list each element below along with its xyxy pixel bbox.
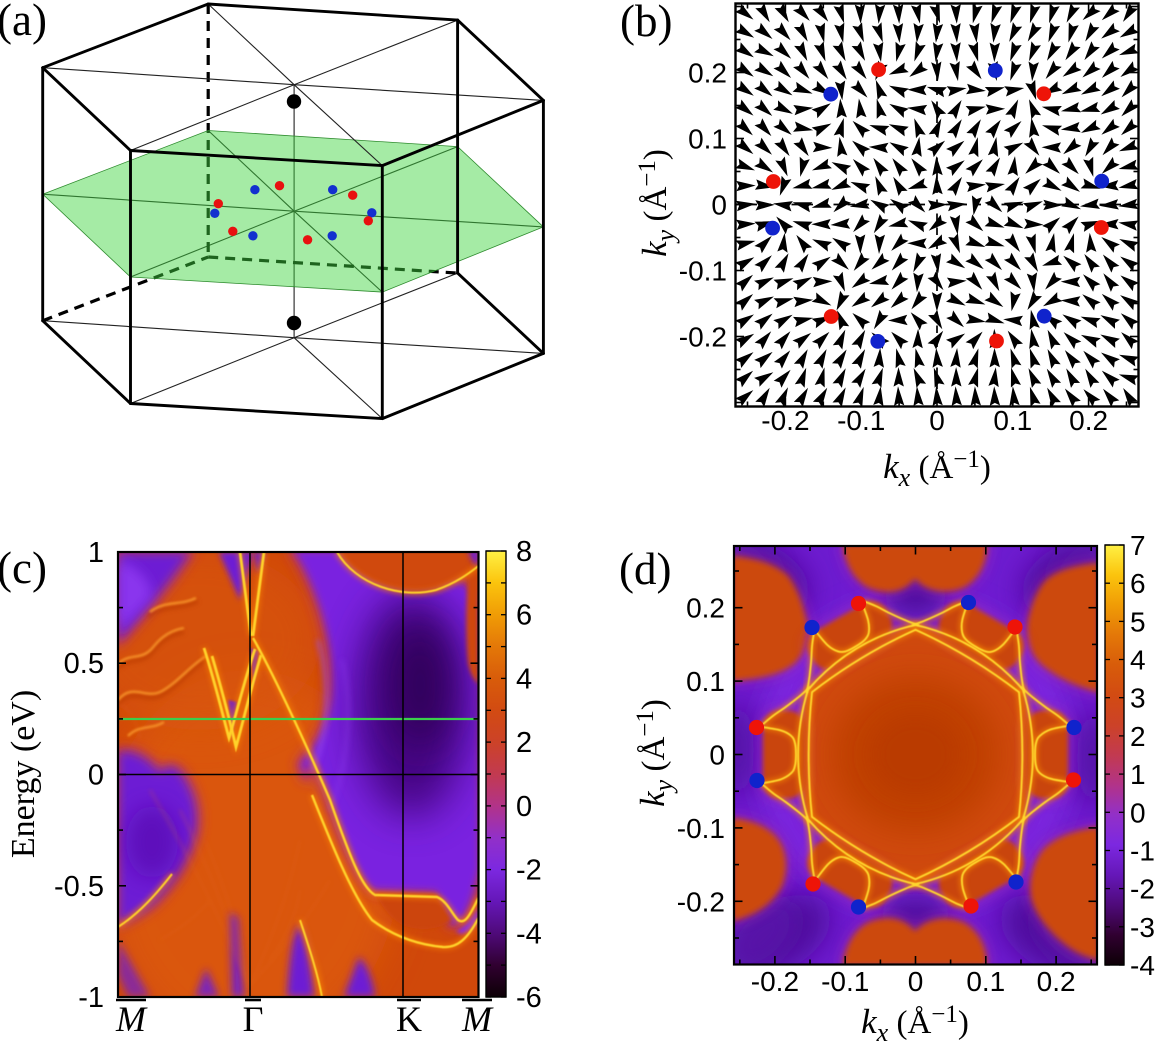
svg-text:-1: -1 xyxy=(78,982,104,1014)
svg-text:-0.2: -0.2 xyxy=(679,322,727,353)
svg-text:-3: -3 xyxy=(1130,912,1155,943)
svg-text:-4: -4 xyxy=(1130,950,1155,981)
svg-text:0.2: 0.2 xyxy=(1069,405,1108,436)
svg-text:-1: -1 xyxy=(1130,836,1155,867)
svg-text:6: 6 xyxy=(1130,568,1146,599)
svg-text:1: 1 xyxy=(1130,759,1146,790)
svg-text:0.2: 0.2 xyxy=(686,593,725,624)
svg-text:-2: -2 xyxy=(516,855,542,887)
svg-text:0.5: 0.5 xyxy=(64,648,104,680)
svg-text:(a): (a) xyxy=(0,0,47,45)
svg-text:2: 2 xyxy=(1130,721,1146,752)
svg-text:0.2: 0.2 xyxy=(688,58,727,89)
svg-text:-0.1: -0.1 xyxy=(821,966,869,997)
svg-text:-0.5: -0.5 xyxy=(54,871,104,903)
svg-text:kx (Å−1): kx (Å−1) xyxy=(883,446,991,492)
svg-text:-0.2: -0.2 xyxy=(751,966,799,997)
svg-text:8: 8 xyxy=(516,536,532,568)
svg-text:0: 0 xyxy=(516,791,532,823)
svg-text:M: M xyxy=(461,999,494,1039)
svg-text:0.2: 0.2 xyxy=(1037,966,1076,997)
svg-text:-0.1: -0.1 xyxy=(837,405,885,436)
svg-text:ky (Å−1): ky (Å−1) xyxy=(632,699,678,807)
svg-text:Γ: Γ xyxy=(243,999,264,1039)
svg-text:0: 0 xyxy=(709,740,725,771)
svg-text:7: 7 xyxy=(1130,530,1146,561)
svg-text:-6: -6 xyxy=(516,982,542,1014)
svg-text:1: 1 xyxy=(88,537,104,569)
svg-text:4: 4 xyxy=(1130,645,1146,676)
svg-text:(c): (c) xyxy=(0,543,47,593)
svg-text:-4: -4 xyxy=(516,918,542,950)
svg-text:2: 2 xyxy=(516,727,532,759)
svg-text:-0.1: -0.1 xyxy=(677,813,725,844)
svg-text:kx (Å−1): kx (Å−1) xyxy=(861,1001,969,1041)
svg-text:0.1: 0.1 xyxy=(688,124,727,155)
svg-text:0.1: 0.1 xyxy=(966,966,1005,997)
svg-text:ky (Å−1): ky (Å−1) xyxy=(634,149,680,257)
svg-text:4: 4 xyxy=(516,663,532,695)
svg-text:3: 3 xyxy=(1130,683,1146,714)
svg-text:-0.1: -0.1 xyxy=(679,256,727,287)
svg-text:(d): (d) xyxy=(619,544,671,594)
svg-text:0: 0 xyxy=(88,760,104,792)
svg-text:M: M xyxy=(115,999,148,1039)
svg-text:0.1: 0.1 xyxy=(686,666,725,697)
svg-text:0: 0 xyxy=(929,405,945,436)
svg-text:0: 0 xyxy=(711,190,727,221)
svg-text:K: K xyxy=(396,999,422,1039)
svg-text:0: 0 xyxy=(908,966,924,997)
svg-text:-0.2: -0.2 xyxy=(677,886,725,917)
svg-text:Energy (eV): Energy (eV) xyxy=(5,690,42,858)
svg-text:0: 0 xyxy=(1130,797,1146,828)
svg-text:-2: -2 xyxy=(1130,874,1155,905)
svg-text:(b): (b) xyxy=(620,0,672,46)
svg-text:6: 6 xyxy=(516,600,532,632)
svg-text:-0.2: -0.2 xyxy=(761,405,809,436)
svg-text:5: 5 xyxy=(1130,606,1146,637)
svg-text:0.1: 0.1 xyxy=(993,405,1032,436)
